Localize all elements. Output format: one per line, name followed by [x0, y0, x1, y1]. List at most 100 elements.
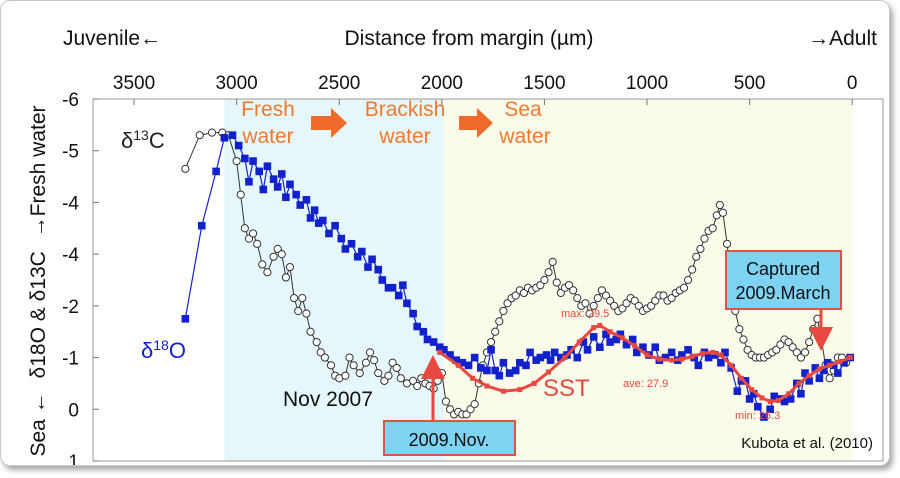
point-sst: [500, 388, 506, 394]
y-tick-label: 1: [68, 452, 79, 465]
point-sst: [669, 357, 675, 363]
zone-sea-label-2: water: [498, 125, 550, 148]
point-d18o: [197, 221, 206, 230]
point-d18o: [526, 348, 534, 357]
y-tick-label: -2: [62, 297, 79, 318]
point-d18o: [286, 180, 294, 189]
point-d13c: [700, 234, 709, 243]
point-d18o: [505, 369, 514, 377]
point-d18o: [384, 283, 393, 292]
point-sst: [837, 359, 843, 365]
point-d18o: [220, 133, 229, 142]
point-d18o: [542, 351, 551, 359]
point-d18o: [749, 389, 758, 398]
point-d18o: [331, 221, 339, 230]
point-d18o: [337, 234, 346, 243]
point-d18o: [684, 346, 692, 354]
point-d18o: [760, 413, 768, 421]
point-d18o: [579, 338, 588, 346]
point-d18o: [780, 397, 789, 406]
point-d18o: [277, 170, 286, 178]
point-d18o: [704, 353, 713, 362]
point-d13c: [437, 368, 446, 378]
x-tick-label: 1000: [626, 73, 668, 94]
y-tick-label: 0: [68, 400, 79, 421]
y-label-sea: Sea ←: [27, 392, 50, 456]
point-sst: [847, 355, 853, 361]
point-sst: [619, 335, 625, 341]
point-d13c: [495, 317, 504, 326]
point-d18o: [282, 193, 290, 202]
figure-frame: 3500 3000 2500 2000 1500 1000 500 0 -6 -5 -4 -4 -2 -1…: [0, 0, 890, 466]
point-d18o: [754, 402, 762, 411]
point-sst: [597, 323, 603, 329]
point-d18o: [616, 330, 625, 339]
series-label-d18o: δ18O: [141, 337, 186, 363]
zone-labels: Fresh water Brackish water Sea water: [241, 98, 551, 148]
point-d18o: [358, 247, 366, 256]
point-d18o: [181, 314, 190, 323]
point-d13c: [263, 268, 272, 277]
point-sst: [679, 356, 685, 362]
series-label-d13c: δ13C: [121, 127, 165, 153]
x-tick-label: 2500: [318, 73, 360, 94]
point-d13c: [181, 164, 190, 173]
point-d18o: [583, 346, 592, 354]
point-d13c: [396, 374, 405, 383]
point-d18o: [452, 356, 460, 364]
point-sst: [816, 366, 822, 372]
point-d13c: [240, 224, 249, 233]
point-sst: [484, 383, 490, 389]
point-sst: [738, 375, 744, 381]
point-d18o: [745, 395, 754, 403]
point-d18o: [536, 353, 545, 362]
x-left-label: Juvenile←: [63, 27, 161, 50]
point-sst: [546, 369, 552, 375]
point-d18o: [596, 343, 604, 352]
point-d18o: [522, 361, 530, 370]
point-d18o: [511, 366, 520, 375]
point-sst: [576, 339, 582, 345]
x-tick-label: 3000: [215, 73, 257, 94]
point-d13c: [470, 400, 479, 409]
point-d18o: [766, 405, 774, 414]
point-d13c: [312, 337, 321, 347]
point-d18o: [292, 190, 300, 199]
nov-2009-label: 2009.Nov.: [409, 430, 490, 450]
point-d18o: [347, 240, 356, 248]
point-d18o: [550, 348, 559, 357]
point-d13c: [248, 229, 258, 238]
point-d18o: [234, 141, 243, 150]
point-d18o: [310, 206, 319, 214]
point-d13c: [739, 335, 748, 344]
point-d13c: [715, 200, 724, 210]
point-d13c: [679, 283, 689, 292]
point-sst: [644, 352, 650, 358]
point-d13c: [722, 239, 732, 248]
point-d18o: [770, 392, 779, 401]
point-d13c: [374, 368, 383, 378]
point-d18o: [341, 245, 350, 253]
point-d13c: [326, 361, 336, 370]
point-d18o: [302, 196, 311, 204]
point-d18o: [819, 366, 828, 375]
point-d13c: [370, 356, 379, 365]
point-d18o: [546, 356, 555, 364]
point-d18o: [245, 177, 253, 186]
point-d18o: [255, 167, 264, 176]
zone-brackish-label-2: water: [378, 125, 430, 148]
point-d18o: [269, 175, 278, 183]
x-tick-label: 1500: [523, 73, 565, 94]
point-d18o: [263, 162, 272, 171]
series-line-d18o: [184, 134, 851, 419]
x-tick-label: 0: [847, 73, 858, 94]
point-sst: [455, 362, 461, 368]
point-d18o: [440, 346, 448, 354]
x-axis-title: Distance from margin (µm): [345, 27, 594, 50]
point-d18o: [532, 356, 541, 364]
series-layer: [181, 128, 854, 421]
point-d13c: [236, 190, 245, 199]
point-d13c: [195, 131, 204, 140]
point-d13c: [341, 371, 350, 380]
point-sst: [470, 375, 476, 381]
